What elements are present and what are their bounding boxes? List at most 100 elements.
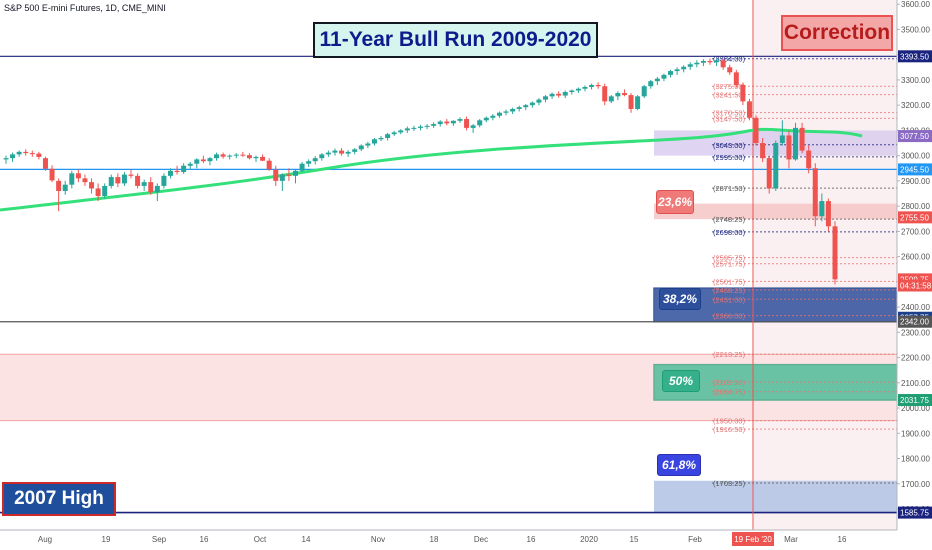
fib-level-label-1: (3275.00) [713, 82, 746, 91]
candle-body [806, 150, 812, 169]
candle-body [707, 60, 713, 63]
candle-body [174, 170, 180, 173]
candle [714, 58, 720, 67]
candle [424, 124, 430, 130]
candle-body [292, 170, 298, 176]
candle-body [108, 177, 114, 186]
candle-body [595, 84, 601, 87]
x-tick-label-13: Mar [784, 535, 798, 544]
candle [720, 58, 726, 70]
fib-level-label-9: (2698.00) [713, 228, 746, 237]
x-tick-label-6: Nov [371, 535, 385, 544]
candle [608, 95, 614, 104]
candle [516, 105, 522, 112]
y-tick-label-11: 2700.00 [901, 227, 930, 236]
candle [621, 89, 627, 97]
candle-body [562, 92, 568, 96]
fib-level-label-14: (2431.00) [713, 295, 746, 304]
candle-body [89, 182, 95, 189]
candle [398, 129, 404, 135]
candle [589, 83, 595, 90]
candle [345, 150, 351, 157]
candle-body [608, 96, 614, 102]
candle [49, 165, 55, 183]
candle [523, 103, 529, 111]
y-tick-label-5: 2100.00 [901, 379, 930, 388]
candle-body [483, 117, 489, 121]
y-tick-label-8: 2400.00 [901, 303, 930, 312]
candle-body [681, 66, 687, 70]
candle [167, 168, 173, 179]
candle-body [727, 67, 733, 73]
candle-body [569, 90, 575, 93]
fib-level-label-7: (2871.50) [713, 184, 746, 193]
fib-level-label-13: (2468.25) [713, 286, 746, 295]
candle [556, 91, 562, 98]
candle-body [779, 135, 785, 144]
candle [253, 155, 259, 162]
candle [16, 150, 22, 157]
candle-body [819, 201, 825, 217]
candle [3, 155, 9, 164]
candle [549, 92, 555, 99]
candle [141, 179, 147, 191]
candle [746, 98, 752, 121]
y-tick-label-4: 2000.00 [901, 404, 930, 413]
price-label-3: 2755.50 [900, 213, 929, 222]
x-tick-label-11: 15 [630, 535, 639, 544]
candle-body [536, 99, 542, 103]
candle [477, 119, 483, 128]
candle [319, 153, 325, 161]
candle [69, 170, 75, 189]
candle [174, 165, 180, 175]
candle-body [62, 184, 68, 191]
candle [615, 91, 621, 101]
candle [444, 119, 450, 126]
candle-body [786, 135, 792, 160]
fib-tag-38-2: 38,2% [659, 288, 701, 310]
price-label-bg-5 [898, 279, 932, 292]
price-label-2: 2945.50 [900, 165, 929, 174]
candle [562, 90, 568, 99]
candle-body [464, 119, 470, 128]
candle-body [648, 81, 654, 87]
candle-body [700, 60, 706, 63]
candle-body [424, 125, 430, 127]
candle-body [273, 169, 279, 181]
x-tick-label-0: Aug [38, 535, 52, 544]
candle-body [668, 71, 674, 75]
candle-body [641, 86, 647, 97]
candle [819, 193, 825, 222]
candle [214, 152, 220, 161]
candle [825, 198, 831, 232]
fib-level-label-19: (1950.00) [713, 417, 746, 426]
candle [806, 145, 812, 174]
marker-date-bg [732, 532, 774, 546]
candle [358, 144, 364, 152]
candle-body [437, 121, 443, 125]
candle-body [654, 78, 660, 82]
candle [575, 87, 581, 94]
candle [635, 95, 641, 111]
candles [3, 58, 838, 285]
candle [404, 126, 410, 133]
candle [266, 158, 272, 171]
candle [29, 150, 35, 157]
candle-body [733, 72, 739, 85]
candle [496, 111, 502, 118]
x-tick-label-7: 18 [430, 535, 439, 544]
fib-level-label-3: (3170.50) [713, 109, 746, 118]
y-tick-label-19: 3500.00 [901, 25, 930, 34]
y-tick-label-1: 1700.00 [901, 480, 930, 489]
candle-body [135, 175, 141, 186]
fib-level-label-11: (2571.75) [713, 260, 746, 269]
candle-body [279, 174, 285, 181]
candle-body [549, 93, 555, 97]
fib-level-label-6: (2995.00) [713, 153, 746, 162]
candle-body [69, 173, 75, 185]
price-label-7: 2342.00 [900, 318, 929, 327]
candle [292, 169, 298, 184]
candle [135, 173, 141, 189]
price-label-bg-3 [898, 211, 932, 224]
